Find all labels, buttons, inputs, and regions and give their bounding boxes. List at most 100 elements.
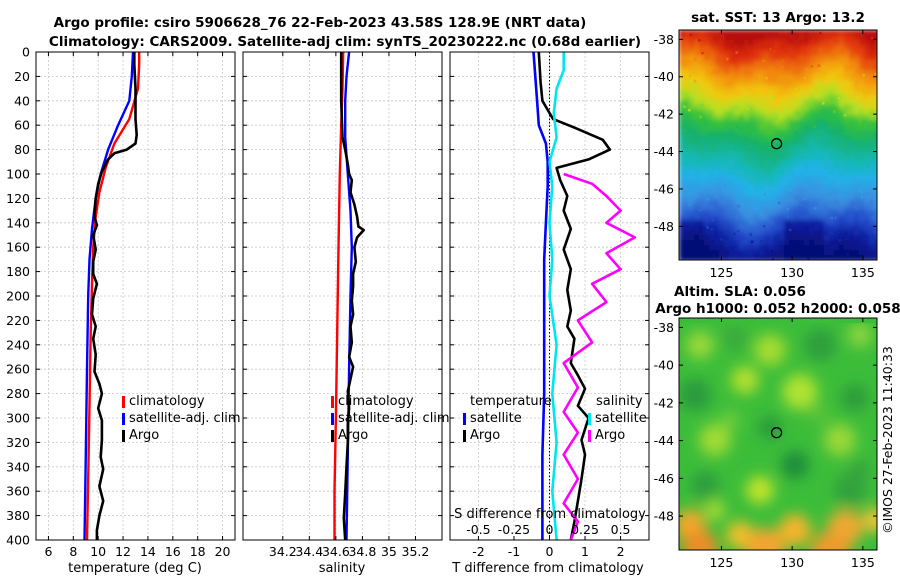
sst-cell xyxy=(684,60,690,66)
sst-pixel xyxy=(773,49,776,53)
sst-cell xyxy=(829,240,835,246)
sst-cell xyxy=(754,130,760,136)
sst-cell xyxy=(779,165,785,171)
sst-cell xyxy=(804,60,810,66)
sst-cell xyxy=(854,135,860,141)
sst-pixel xyxy=(793,99,796,102)
sst-cell xyxy=(769,160,775,166)
sst-pixel xyxy=(847,76,850,79)
sst-cell xyxy=(724,205,730,211)
sst-cell xyxy=(854,170,860,176)
sst-cell xyxy=(779,210,785,216)
sst-cell xyxy=(734,125,740,131)
sst-cell xyxy=(814,210,820,216)
sst-cell xyxy=(789,70,795,76)
sst-cell xyxy=(694,185,700,191)
sst-cell xyxy=(819,145,825,151)
sst-cell xyxy=(844,70,850,76)
sst-cell xyxy=(854,195,860,201)
sla-blob xyxy=(758,416,782,440)
sst-cell xyxy=(839,100,845,106)
sst-cell xyxy=(764,110,770,116)
sst-cell xyxy=(749,70,755,76)
sst-cell xyxy=(874,125,877,131)
sst-cell xyxy=(774,215,780,221)
sst-cell xyxy=(784,230,790,236)
sst-cell xyxy=(774,40,780,46)
sst-cell xyxy=(704,70,710,76)
sst-cell xyxy=(709,190,715,196)
sst-cell xyxy=(754,150,760,156)
sst-pixel xyxy=(781,59,784,62)
sst-cell xyxy=(874,225,877,231)
sst-pixel xyxy=(695,139,699,143)
sst-cell xyxy=(694,135,700,141)
sst-cell xyxy=(874,130,877,136)
sst-cell xyxy=(839,230,845,236)
sst-cell xyxy=(699,80,705,86)
sst-cell xyxy=(859,255,865,260)
sst-cell xyxy=(784,120,790,126)
sst-cell xyxy=(849,130,855,136)
sst-cell xyxy=(754,250,760,256)
sst-cell xyxy=(784,90,790,96)
sst-cell xyxy=(739,30,745,36)
sst-pixel xyxy=(852,219,855,222)
sst-pixel-noise xyxy=(683,31,877,260)
sst-cell xyxy=(809,200,815,206)
sst-cell xyxy=(869,40,875,46)
sst-cell xyxy=(854,230,860,236)
sst-cell xyxy=(739,175,745,181)
sst-pixel xyxy=(830,194,834,198)
sst-cell xyxy=(819,130,825,136)
sst-cell xyxy=(744,125,750,131)
sst-cell xyxy=(774,225,780,231)
sst-cell xyxy=(774,135,780,141)
sst-cell xyxy=(774,200,780,206)
map-y-tick-label: -40 xyxy=(654,358,674,373)
sst-cell xyxy=(839,170,845,176)
sst-cell xyxy=(684,105,690,111)
sst-cell xyxy=(839,120,845,126)
sst-cell xyxy=(699,155,705,161)
sst-cell xyxy=(814,250,820,256)
sst-cell xyxy=(779,130,785,136)
sst-cell xyxy=(709,155,715,161)
sst-cell xyxy=(754,255,760,260)
sst-cell xyxy=(794,70,800,76)
sst-cell xyxy=(734,45,740,51)
sst-pixel xyxy=(727,98,730,102)
sst-cell xyxy=(759,150,765,156)
sst-cell xyxy=(684,210,690,216)
sst-pixel xyxy=(737,50,740,53)
sst-cell xyxy=(814,90,820,96)
sst-cell xyxy=(724,220,730,226)
sst-cell xyxy=(744,90,750,96)
sst-cell xyxy=(774,70,780,76)
sst-cell xyxy=(859,215,865,221)
difference-xlabel: T difference from climatology xyxy=(451,561,644,576)
sst-cell xyxy=(874,85,877,91)
sst-cell xyxy=(779,160,785,166)
sst-cell xyxy=(819,105,825,111)
sst-cell xyxy=(769,185,775,191)
sst-cell xyxy=(689,230,695,236)
legend-label-argo: Argo xyxy=(129,428,159,443)
sst-cell xyxy=(859,240,865,246)
x-tick-label: 16 xyxy=(165,544,181,559)
sst-cell xyxy=(764,140,770,146)
sst-cell xyxy=(789,205,795,211)
sst-cell xyxy=(859,190,865,196)
sst-cell xyxy=(774,240,780,246)
sst-cell xyxy=(824,110,830,116)
sst-cell xyxy=(689,55,695,61)
sst-cell xyxy=(754,235,760,241)
sst-cell xyxy=(689,30,695,36)
sst-cell xyxy=(679,240,685,246)
sst-pixel xyxy=(689,74,692,78)
x-tick-label: 18 xyxy=(190,544,206,559)
sst-cell xyxy=(724,45,730,51)
depth-tick-label: 160 xyxy=(6,240,30,255)
sst-cell xyxy=(739,245,745,251)
sst-pixel xyxy=(870,36,874,40)
